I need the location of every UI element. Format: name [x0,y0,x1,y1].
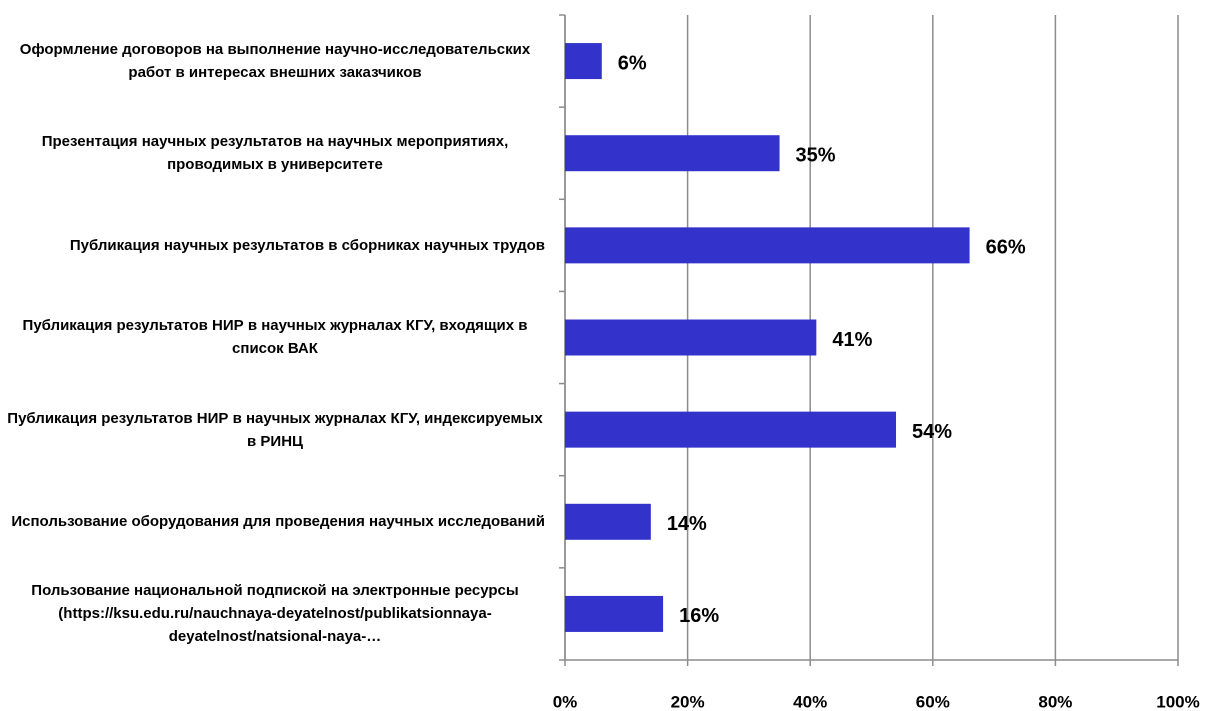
data-label: 41% [832,329,872,351]
x-tick-label: 80% [1038,692,1072,711]
bar [565,227,970,264]
data-label: 66% [986,237,1026,259]
y-tick-label: Презентация научных результатов на научн… [41,133,509,174]
bar [565,411,897,448]
data-label: 35% [796,144,836,166]
category-label-box: Пользование национальной подпиской на эл… [0,568,545,660]
x-tick-label: 60% [916,692,950,711]
data-label: 16% [679,605,719,627]
category-label-box: Оформление договоров на выполнение научн… [0,15,545,107]
category-label-box: Использование оборудования для проведени… [0,476,545,568]
category-label-box: Презентация научных результатов на научн… [0,107,545,199]
y-tick-label: Использование оборудования для проведени… [11,513,545,531]
data-label: 14% [667,513,707,535]
bar [565,503,651,540]
data-label: 54% [912,421,952,443]
x-tick-label: 0% [553,692,578,711]
x-tick-label: 40% [793,692,827,711]
x-tick-label: 20% [671,692,705,711]
y-tick-label: Публикация научных результатов в сборник… [69,236,545,254]
category-label-box: Публикация результатов НИР в научных жур… [0,291,545,383]
category-label-box: Публикация результатов НИР в научных жур… [0,384,545,476]
y-tick-label: Публикация результатов НИР в научных жур… [7,409,543,450]
bar [565,135,780,172]
bar [565,319,817,356]
data-label: 6% [618,52,647,74]
y-tick-label: Публикация результатов НИР в научных жур… [22,317,528,358]
bar [565,595,664,632]
x-tick-label: 100% [1156,692,1199,711]
category-label-box: Публикация научных результатов в сборник… [0,199,545,291]
y-tick-label: Пользование национальной подпиской на эл… [31,582,519,646]
y-tick-label: Оформление договоров на выполнение научн… [19,41,531,82]
bar [565,43,602,80]
